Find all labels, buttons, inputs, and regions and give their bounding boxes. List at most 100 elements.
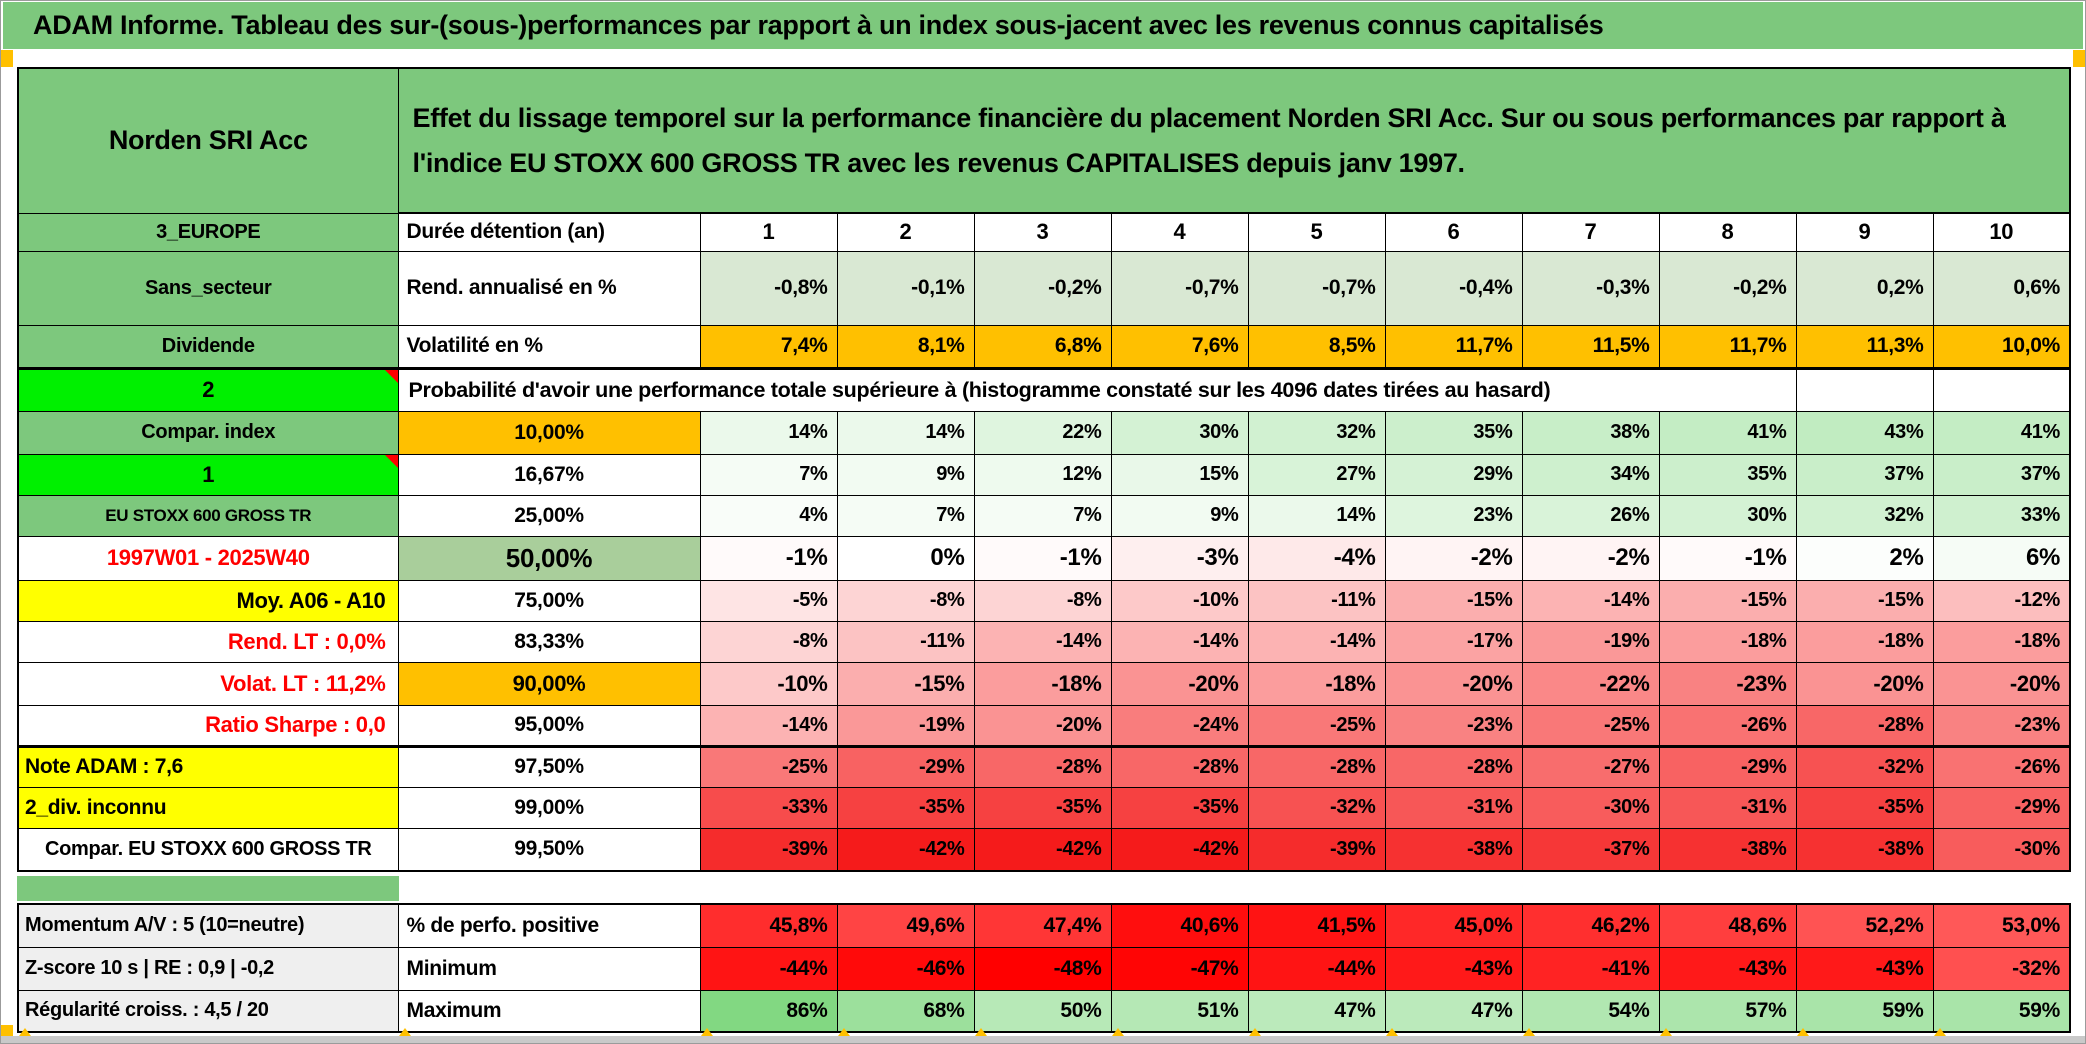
data-cell[interactable]: -14%	[973, 620, 1112, 663]
data-cell[interactable]: -1%	[699, 535, 838, 581]
data-cell[interactable]: 0,2%	[1795, 250, 1934, 326]
probability-header-cell[interactable]: Probabilité d'avoir une performance tota…	[397, 367, 1797, 412]
row-header-cell[interactable]: Rend. annualisé en %	[397, 250, 701, 326]
data-cell[interactable]: 11,7%	[1658, 324, 1797, 370]
data-cell[interactable]: 68%	[836, 989, 975, 1033]
data-cell[interactable]: -23%	[1384, 704, 1523, 748]
data-cell[interactable]: 35%	[1384, 410, 1523, 455]
data-cell[interactable]: -20%	[1110, 661, 1249, 706]
data-cell[interactable]: 9	[1795, 212, 1934, 252]
row-header-cell[interactable]: Volatilité en %	[397, 324, 701, 370]
data-cell[interactable]: 12%	[973, 453, 1112, 496]
empty-cell[interactable]	[1795, 367, 1934, 412]
data-cell[interactable]: 37%	[1932, 453, 2071, 496]
data-cell[interactable]: -8%	[836, 579, 975, 622]
data-cell[interactable]: -30%	[1521, 786, 1660, 829]
data-cell[interactable]: -20%	[1384, 661, 1523, 706]
data-cell[interactable]: -28%	[973, 745, 1112, 788]
row-header-cell[interactable]: 10,00%	[397, 410, 701, 455]
data-cell[interactable]: 7,4%	[699, 324, 838, 370]
data-cell[interactable]: 41%	[1658, 410, 1797, 455]
data-cell[interactable]: -8%	[699, 620, 838, 663]
data-cell[interactable]: -41%	[1521, 946, 1660, 991]
data-cell[interactable]: 41,5%	[1247, 903, 1386, 948]
row-header-cell[interactable]: 99,50%	[397, 827, 701, 872]
data-cell[interactable]: -32%	[1247, 786, 1386, 829]
data-cell[interactable]: -2%	[1384, 535, 1523, 581]
row-label[interactable]: Ratio Sharpe : 0,0	[17, 704, 399, 748]
data-cell[interactable]: 2	[836, 212, 975, 252]
data-cell[interactable]: 9%	[836, 453, 975, 496]
data-cell[interactable]: 7%	[836, 494, 975, 537]
data-cell[interactable]: -31%	[1658, 786, 1797, 829]
data-cell[interactable]: -43%	[1658, 946, 1797, 991]
data-cell[interactable]: -8%	[973, 579, 1112, 622]
data-cell[interactable]: -12%	[1932, 579, 2071, 622]
data-cell[interactable]: 45,8%	[699, 903, 838, 948]
row-header-cell[interactable]: 95,00%	[397, 704, 701, 748]
row-label[interactable]: Note ADAM : 7,6	[17, 745, 399, 788]
data-cell[interactable]: 1	[699, 212, 838, 252]
data-cell[interactable]: -37%	[1521, 827, 1660, 872]
data-cell[interactable]: -32%	[1932, 946, 2071, 991]
data-cell[interactable]: -15%	[1795, 579, 1934, 622]
row-label[interactable]: Compar. index	[17, 410, 399, 455]
row-header-cell[interactable]: 99,00%	[397, 786, 701, 829]
data-cell[interactable]: -19%	[836, 704, 975, 748]
data-cell[interactable]: -38%	[1658, 827, 1797, 872]
data-cell[interactable]: 0,6%	[1932, 250, 2071, 326]
data-cell[interactable]: -29%	[1932, 786, 2071, 829]
row-header-cell[interactable]: 50,00%	[397, 535, 701, 581]
data-cell[interactable]: -24%	[1110, 704, 1249, 748]
data-cell[interactable]: -10%	[1110, 579, 1249, 622]
data-cell[interactable]: 86%	[699, 989, 838, 1033]
data-cell[interactable]: 6%	[1932, 535, 2071, 581]
data-cell[interactable]: 3	[973, 212, 1112, 252]
data-cell[interactable]: 7	[1521, 212, 1660, 252]
row-label[interactable]: Compar. EU STOXX 600 GROSS TR	[17, 827, 399, 872]
data-cell[interactable]: -28%	[1110, 745, 1249, 788]
row-header-cell[interactable]: Maximum	[397, 989, 701, 1033]
data-cell[interactable]: -44%	[699, 946, 838, 991]
data-cell[interactable]: 49,6%	[836, 903, 975, 948]
data-cell[interactable]: -1%	[973, 535, 1112, 581]
data-cell[interactable]: 6,8%	[973, 324, 1112, 370]
data-cell[interactable]: 59%	[1795, 989, 1934, 1033]
data-cell[interactable]: 4%	[699, 494, 838, 537]
row-header-cell[interactable]: 83,33%	[397, 620, 701, 663]
data-cell[interactable]: 32%	[1795, 494, 1934, 537]
data-cell[interactable]: 53,0%	[1932, 903, 2071, 948]
row-label[interactable]: Z-score 10 s | RE : 0,9 | -0,2	[17, 946, 399, 991]
row-label[interactable]: Sans_secteur	[17, 250, 399, 326]
data-cell[interactable]: 7,6%	[1110, 324, 1249, 370]
data-cell[interactable]: -31%	[1384, 786, 1523, 829]
data-cell[interactable]: -0,7%	[1110, 250, 1249, 326]
data-cell[interactable]: -47%	[1110, 946, 1249, 991]
data-cell[interactable]: -18%	[1247, 661, 1386, 706]
data-cell[interactable]: -42%	[1110, 827, 1249, 872]
data-cell[interactable]: -1%	[1658, 535, 1797, 581]
data-cell[interactable]: 54%	[1521, 989, 1660, 1033]
data-cell[interactable]: -42%	[973, 827, 1112, 872]
data-cell[interactable]: -19%	[1521, 620, 1660, 663]
data-cell[interactable]: 11,3%	[1795, 324, 1934, 370]
row-header-cell[interactable]: % de perfo. positive	[397, 903, 701, 948]
data-cell[interactable]: 45,0%	[1384, 903, 1523, 948]
data-cell[interactable]: 59%	[1932, 989, 2071, 1033]
data-cell[interactable]: 37%	[1795, 453, 1934, 496]
data-cell[interactable]: -26%	[1932, 745, 2071, 788]
data-cell[interactable]: -0,1%	[836, 250, 975, 326]
green-spacer-cell[interactable]	[17, 876, 399, 901]
data-cell[interactable]: -30%	[1932, 827, 2071, 872]
data-cell[interactable]: -28%	[1795, 704, 1934, 748]
data-cell[interactable]: -11%	[836, 620, 975, 663]
data-cell[interactable]: -39%	[1247, 827, 1386, 872]
data-cell[interactable]: -46%	[836, 946, 975, 991]
data-cell[interactable]: 30%	[1658, 494, 1797, 537]
data-cell[interactable]: -0,2%	[973, 250, 1112, 326]
data-cell[interactable]: 23%	[1384, 494, 1523, 537]
row-label[interactable]: 1	[17, 453, 399, 496]
row-label[interactable]: EU STOXX 600 GROSS TR	[17, 494, 399, 537]
row-label[interactable]: Moy. A06 - A10	[17, 579, 399, 622]
row-label[interactable]: Rend. LT : 0,0%	[17, 620, 399, 663]
